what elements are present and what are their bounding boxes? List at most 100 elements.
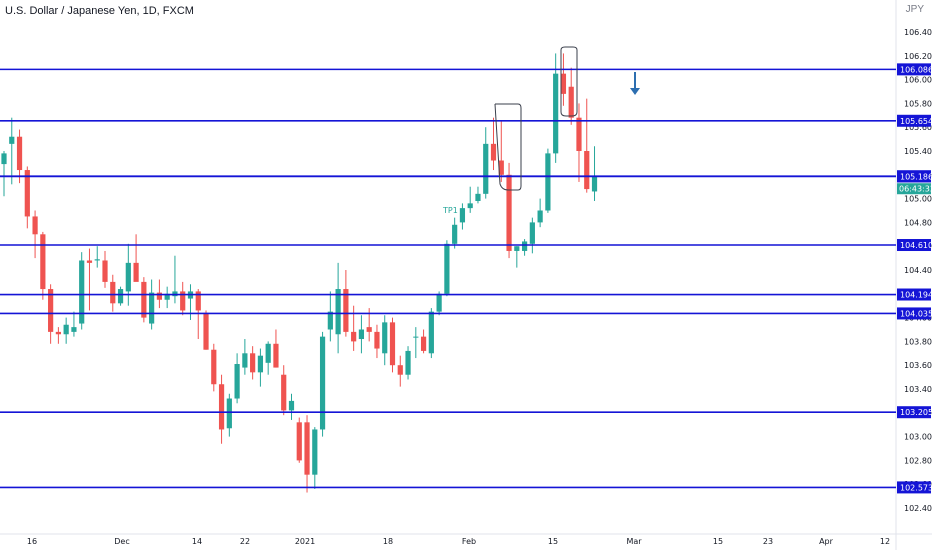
candle-body	[9, 136, 15, 144]
chart-title: U.S. Dollar / Japanese Yen, 1D, FXCM	[5, 5, 194, 17]
candle-body	[521, 241, 528, 251]
candle-body	[420, 336, 427, 351]
candle	[553, 53, 559, 163]
candle-body	[591, 175, 598, 192]
level-label-bg	[897, 481, 931, 494]
candle-body	[553, 73, 559, 154]
time-tick-label: 15	[548, 537, 558, 546]
candle	[281, 365, 287, 416]
candle-body	[156, 292, 162, 300]
candle	[444, 240, 450, 297]
candle-body	[490, 143, 497, 161]
bracket-shape-1	[494, 103, 522, 191]
candle-body	[141, 281, 147, 318]
time-tick-label: Feb	[462, 537, 476, 546]
candle	[265, 341, 271, 375]
candle	[560, 53, 567, 106]
candle	[102, 250, 108, 288]
candle-body	[281, 374, 287, 411]
candle-body	[16, 136, 23, 171]
candle-body	[1, 153, 7, 165]
time-tick-label: Mar	[626, 537, 642, 546]
candle-body	[94, 259, 100, 261]
candle-body	[273, 343, 279, 368]
candle-body	[483, 143, 489, 194]
candle-body	[576, 117, 582, 151]
price-tick-label: 103.400	[904, 385, 932, 394]
price-tick-label: 106.200	[904, 52, 932, 61]
candle-body	[498, 160, 504, 175]
level-label-bg	[897, 288, 931, 301]
level-label: 105.186	[900, 172, 932, 181]
candle	[405, 346, 411, 380]
candle	[490, 117, 497, 171]
time-tick-label: 23	[763, 537, 773, 546]
candle-body	[218, 384, 225, 430]
countdown-label: 06:43:32	[899, 185, 932, 194]
time-tick-label: 22	[240, 537, 250, 546]
candle-body	[568, 86, 574, 118]
candle	[110, 274, 116, 312]
candle-body	[296, 422, 302, 461]
candle-body	[242, 353, 248, 368]
candle	[436, 291, 442, 316]
level-label: 104.194	[900, 291, 932, 300]
candle-body	[413, 336, 419, 338]
time-tick-label: Apr	[819, 537, 834, 546]
level-label: 105.654	[900, 117, 932, 126]
candle-body	[366, 327, 372, 332]
candle-body	[164, 293, 170, 300]
candle-body	[195, 291, 201, 311]
price-tick-label: 103.600	[904, 361, 932, 370]
candle	[273, 329, 279, 368]
candle	[576, 103, 582, 182]
candle	[467, 186, 473, 213]
level-label-bg	[897, 307, 931, 320]
time-tick-label: 16	[27, 537, 37, 546]
price-tick-label: 104.800	[904, 218, 932, 227]
candle-body	[102, 260, 108, 282]
candle	[319, 331, 326, 437]
candle	[514, 246, 520, 268]
bracket-shape-2	[560, 46, 578, 117]
candle-body	[125, 262, 131, 292]
candle	[257, 348, 264, 387]
candle	[304, 415, 310, 493]
candle-body	[304, 422, 310, 475]
level-label: 103.205	[900, 408, 932, 417]
candle-body	[343, 289, 349, 332]
candle	[203, 310, 209, 350]
candle-body	[86, 260, 93, 263]
price-tick-label: 103.000	[904, 433, 932, 442]
candle-body	[149, 292, 155, 324]
candle-body	[203, 312, 209, 350]
candle	[420, 329, 427, 354]
candle-body	[117, 289, 124, 304]
candle-body	[397, 365, 403, 375]
candle	[312, 427, 318, 489]
candle	[452, 217, 458, 249]
candle	[86, 248, 93, 311]
candle	[79, 252, 85, 330]
time-tick-label: 14	[192, 537, 202, 546]
candle	[226, 393, 232, 437]
candle	[117, 286, 124, 306]
candle	[459, 203, 466, 230]
candle	[521, 239, 528, 256]
level-label-bg	[897, 114, 931, 127]
candle	[584, 98, 590, 193]
candle	[288, 393, 295, 420]
tp1-label: TP1	[442, 206, 458, 215]
candle	[343, 270, 349, 337]
price-tick-label: 104.400	[904, 266, 932, 275]
time-axis: 16 Dec 14 22 2021 18 Feb 15 Mar 15 23 Apr 12	[0, 533, 932, 546]
candle	[141, 277, 147, 323]
scale-indicator[interactable]: JPY	[905, 4, 924, 15]
candle	[351, 305, 357, 351]
candles-group	[1, 53, 598, 493]
candle	[172, 255, 178, 304]
candle	[164, 286, 170, 309]
candle-body	[382, 322, 388, 354]
down-arrow-icon	[630, 88, 640, 95]
